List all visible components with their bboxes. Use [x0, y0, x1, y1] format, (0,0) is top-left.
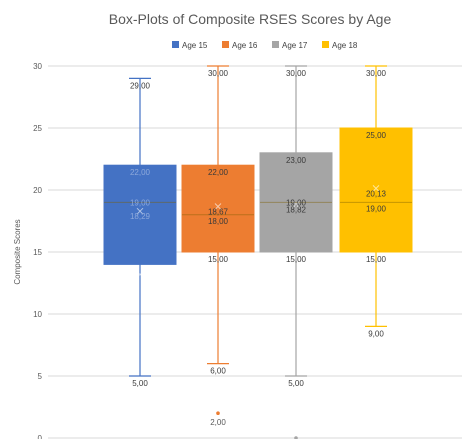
outlier-point — [294, 436, 298, 439]
box-group-4: 30,00 25,00 15,00 9,00 19,00 20,13 — [339, 65, 413, 338]
y-tick-label-10: 10 — [33, 310, 42, 319]
max-label: 30,00 — [366, 69, 387, 78]
q1-label: 15,00 — [208, 255, 229, 264]
box-iqr — [181, 164, 255, 253]
chart-title: Box-Plots of Composite RSES Scores by Ag… — [109, 11, 392, 27]
box-group-1: 29,00 22,00 14,00 5,00 19,00 18,29 — [103, 77, 177, 388]
outlier-label: 2,00 — [210, 418, 226, 427]
legend-entry-1: Age 15 — [182, 41, 208, 50]
y-tick-label-5: 5 — [38, 372, 43, 381]
box-iqr — [259, 152, 333, 253]
mean-marker — [136, 207, 144, 215]
legend-entry-4: Age 18 — [332, 41, 358, 50]
y-tick-label-30: 30 — [33, 62, 42, 71]
max-label: 29,00 — [130, 81, 151, 90]
median-label: 19,00 — [366, 204, 387, 213]
legend-swatch-1 — [172, 41, 179, 48]
median-label: 19,00 — [130, 198, 151, 207]
box-iqr — [103, 164, 177, 265]
q3-label: 23,00 — [286, 156, 307, 165]
legend-swatch-3 — [272, 41, 279, 48]
min-label: 5,00 — [288, 379, 304, 388]
y-tick-label-25: 25 — [33, 124, 42, 133]
q1-label: 15,00 — [366, 255, 387, 264]
outlier-point — [216, 411, 220, 416]
q1-label: 14,00 — [130, 267, 151, 276]
median-label: 18,00 — [208, 217, 229, 226]
q3-label: 25,00 — [366, 131, 387, 140]
box-iqr — [339, 127, 413, 253]
min-label: 5,00 — [132, 379, 148, 388]
legend: Age 15 Age 16 Age 17 Age 18 — [172, 41, 358, 50]
y-tick-label-15: 15 — [33, 248, 42, 257]
min-label: 6,00 — [210, 367, 226, 376]
q3-label: 22,00 — [208, 168, 229, 177]
min-label: 9,00 — [368, 329, 384, 338]
legend-entry-3: Age 17 — [282, 41, 308, 50]
legend-swatch-2 — [222, 41, 229, 48]
mean-label: 20,13 — [366, 189, 387, 198]
mean-label: 18,67 — [208, 207, 229, 216]
mean-label: 18,82 — [286, 206, 307, 215]
mean-marker — [372, 185, 380, 192]
y-tick-label-0: 0 — [38, 434, 43, 439]
mean-label: 18,29 — [130, 212, 151, 221]
median-label: 19,00 — [286, 198, 307, 207]
mean-marker — [292, 201, 300, 208]
boxes: 29,00 22,00 14,00 5,00 19,00 18,29 2,00 30,00 22… — [103, 65, 413, 439]
q1-label: 15,00 — [286, 255, 307, 264]
legend-swatch-4 — [322, 41, 329, 48]
y-tick-label-20: 20 — [33, 186, 42, 195]
legend-entry-2: Age 16 — [232, 41, 258, 50]
y-axis-label: Composite Scores — [13, 219, 22, 284]
max-label: 30,00 — [208, 69, 229, 78]
q3-label: 22,00 — [130, 168, 151, 177]
max-label: 30,00 — [286, 69, 307, 78]
y-axis-ticks: 0 5 10 15 20 25 30 — [33, 62, 42, 439]
mean-marker — [214, 203, 222, 210]
